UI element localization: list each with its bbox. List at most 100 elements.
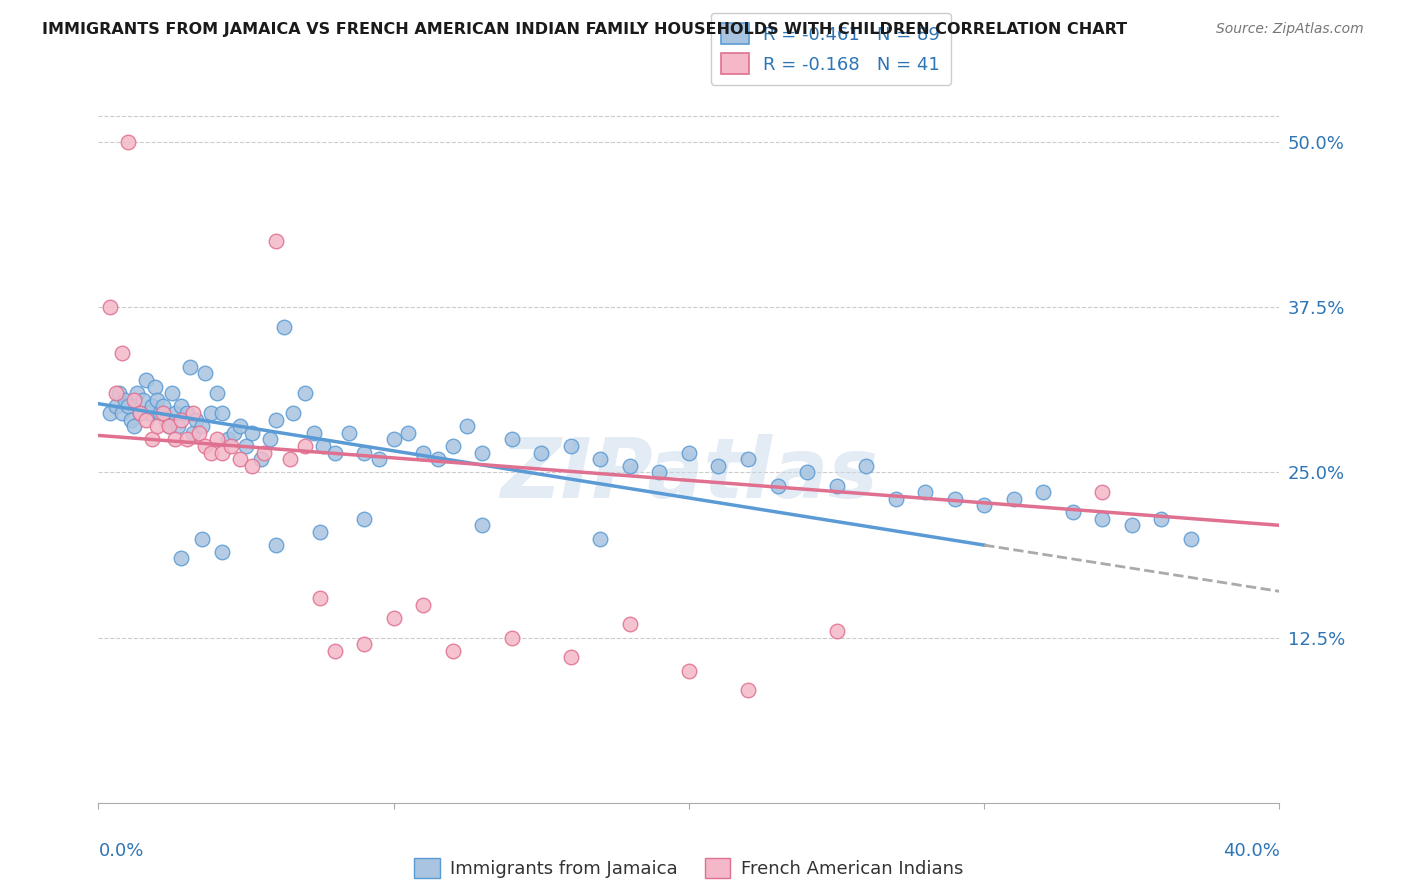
Point [323,644,346,658]
Point [1062,505,1084,519]
Point [1150,511,1173,525]
Point [441,439,464,453]
Point [914,485,936,500]
Point [187,425,209,440]
Point [221,439,243,453]
Point [678,664,700,678]
Point [323,445,346,459]
Point [211,406,233,420]
Point [368,452,391,467]
Point [457,419,479,434]
Point [152,400,174,414]
Point [117,135,139,149]
Point [678,445,700,459]
Point [973,499,995,513]
Legend: Immigrants from Jamaica, French American Indians: Immigrants from Jamaica, French American… [408,851,970,886]
Point [128,406,150,420]
Point [530,445,553,459]
Point [264,412,287,426]
Point [427,452,450,467]
Point [1002,491,1025,506]
Point [111,406,134,420]
Point [149,406,172,420]
Point [135,412,157,426]
Point [157,419,180,434]
Point [855,458,877,473]
Point [309,591,332,605]
Point [176,406,198,420]
Point [162,386,183,401]
Point [170,412,193,426]
Point [114,392,136,407]
Point [825,478,848,492]
Text: Source: ZipAtlas.com: Source: ZipAtlas.com [1216,22,1364,37]
Point [235,439,257,453]
Point [157,419,180,434]
Point [707,458,730,473]
Point [796,466,818,480]
Point [98,406,121,420]
Point [471,518,494,533]
Point [382,433,405,447]
Point [1091,511,1114,525]
Point [194,367,217,381]
Point [412,598,434,612]
Point [501,631,523,645]
Point [224,425,246,440]
Point [170,400,193,414]
Point [309,524,332,539]
Point [229,419,252,434]
Point [146,419,169,434]
Point [120,412,142,426]
Point [141,400,163,414]
Point [1121,518,1143,533]
Point [98,300,121,314]
Point [737,452,759,467]
Point [250,452,273,467]
Point [111,346,134,360]
Point [312,439,335,453]
Point [884,491,907,506]
Point [132,392,155,407]
Point [105,386,128,401]
Text: 0.0%: 0.0% [98,842,143,860]
Point [165,406,187,420]
Point [105,400,128,414]
Point [125,386,148,401]
Point [211,545,233,559]
Point [155,412,177,426]
Text: IMMIGRANTS FROM JAMAICA VS FRENCH AMERICAN INDIAN FAMILY HOUSEHOLDS WITH CHILDRE: IMMIGRANTS FROM JAMAICA VS FRENCH AMERIC… [42,22,1128,37]
Point [200,445,222,459]
Point [108,386,131,401]
Point [240,425,263,440]
Point [619,458,641,473]
Point [141,433,163,447]
Point [825,624,848,638]
Point [560,650,582,665]
Point [122,392,145,407]
Point [184,412,207,426]
Text: 40.0%: 40.0% [1223,842,1279,860]
Point [283,406,305,420]
Point [382,611,405,625]
Point [170,551,193,566]
Point [294,386,316,401]
Point [143,379,166,393]
Point [122,419,145,434]
Point [412,445,434,459]
Point [181,406,204,420]
Point [353,637,375,651]
Point [294,439,316,453]
Point [353,445,375,459]
Point [560,439,582,453]
Point [353,511,375,525]
Point [191,532,214,546]
Point [273,320,295,334]
Point [205,433,228,447]
Point [766,478,789,492]
Point [191,419,214,434]
Point [211,445,233,459]
Point [398,425,420,440]
Point [943,491,966,506]
Point [240,458,263,473]
